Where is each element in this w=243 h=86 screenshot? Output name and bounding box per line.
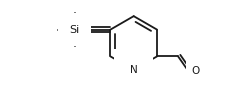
Text: Si: Si: [69, 25, 80, 35]
Text: O: O: [191, 66, 200, 76]
Text: N: N: [130, 65, 138, 75]
